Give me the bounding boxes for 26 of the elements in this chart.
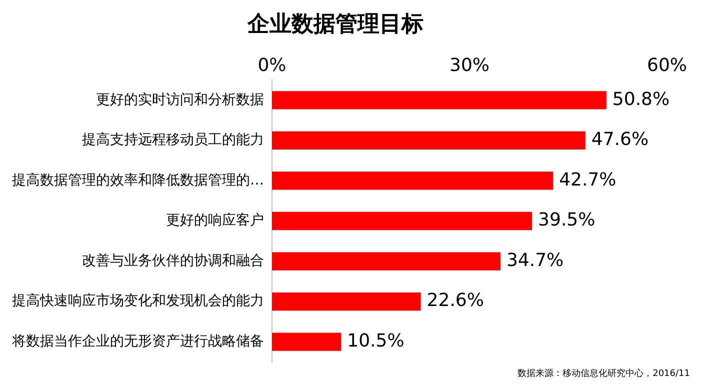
bar — [272, 91, 606, 110]
data-label: 34.7% — [506, 250, 564, 271]
bar — [272, 292, 421, 311]
bar — [272, 332, 342, 351]
data-label: 39.5% — [538, 210, 596, 231]
chart-title: 企业数据管理目标 — [246, 12, 424, 37]
x-tick-label: 30% — [449, 54, 490, 76]
y-tick-label: 更好的响应客户 — [166, 212, 264, 229]
bar — [272, 252, 500, 270]
y-tick-label: 将数据当作企业的无形资产进行战略储备 — [11, 334, 264, 350]
y-tick-label: 提高数据管理的效率和降低数据管理的… — [12, 172, 264, 188]
data-label: 50.8% — [612, 88, 670, 110]
x-tick-label: 60% — [646, 54, 688, 76]
source-note: 数据来源：移动信息化研究中心，2016/11 — [518, 368, 690, 379]
y-tick-label: 提高支持远程移动员工的能力 — [82, 132, 264, 148]
data-label: 42.7% — [559, 169, 616, 190]
data-label: 47.6% — [591, 129, 649, 150]
y-tick-label: 提高快速响应市场变化和发现机会的能力 — [12, 293, 264, 310]
bar — [272, 172, 554, 190]
bar — [272, 131, 586, 150]
bar — [272, 212, 532, 230]
y-tick-label: 更好的实时访问和分析数据 — [96, 92, 264, 108]
data-label: 22.6% — [426, 290, 484, 312]
x-tick-label: 0% — [258, 54, 286, 76]
y-tick-label: 改善与业务伙伴的协调和融合 — [82, 252, 264, 269]
data-label: 10.5% — [347, 330, 404, 352]
